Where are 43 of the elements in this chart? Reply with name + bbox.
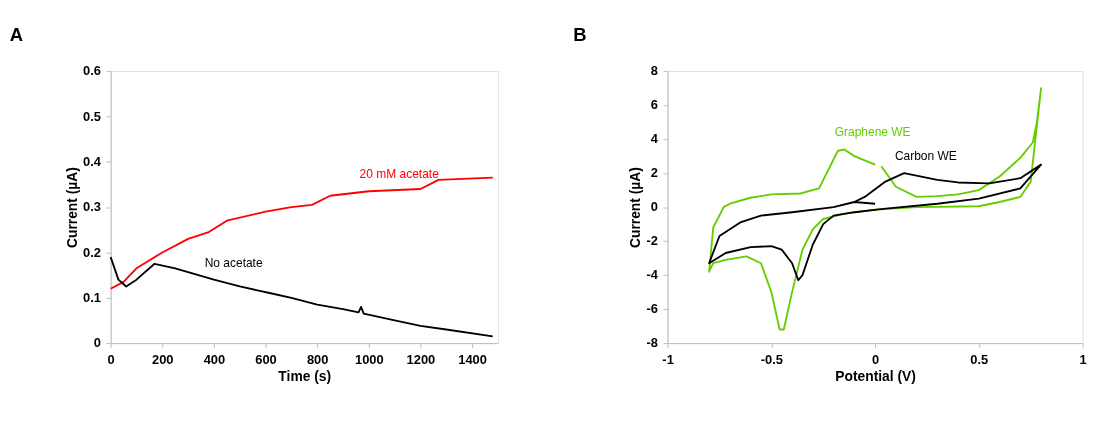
series-label: Graphene WE [834,125,911,140]
y-tick-label: -4 [646,267,659,283]
y-tick-label: 8 [650,63,658,79]
series-label: Carbon WE [894,149,957,164]
x-axis-title: Potential (V) [835,368,916,385]
y-tick-label: 2 [650,165,658,181]
series-label: No acetate [204,255,263,270]
x-tick-label: 1200 [406,351,436,367]
y-tick-label: 0 [650,199,658,215]
x-tick-label: 1400 [458,351,487,367]
y-tick-label: -6 [646,301,658,317]
x-tick-label: -0.5 [760,351,783,367]
y-tick-label: 0.4 [83,153,102,169]
chart-title: A [9,23,24,45]
x-tick-label: 1 [1079,351,1087,367]
y-tick-label: 0.5 [83,108,101,124]
line-series [708,87,1042,331]
x-tick-label: 800 [306,351,329,367]
y-tick-label: 0.2 [83,244,101,260]
y-tick-label: 4 [650,131,659,147]
line-series [109,256,494,338]
chart-title: B [573,23,587,45]
y-tick-label: 0.3 [83,199,101,215]
y-tick-label: 0 [93,335,101,351]
y-tick-label: 0.1 [83,289,101,305]
line-series [708,163,1042,282]
x-tick-label: 0.5 [970,351,989,367]
x-tick-label: 200 [151,351,174,367]
y-tick-label: -2 [646,233,658,249]
x-axis-title: Time (s) [278,368,332,385]
x-tick-label: 0 [871,351,880,367]
y-axis-title: Current (µA) [63,167,80,249]
y-axis-title: Current (µA) [626,167,643,249]
y-tick-label: -8 [646,335,658,351]
series-label: 20 mM acetate [359,167,440,182]
x-tick-label: 400 [203,351,226,367]
x-tick-label: 600 [255,351,277,367]
y-tick-label: 0.6 [83,63,101,79]
x-tick-label: -1 [662,351,674,367]
x-tick-label: 0 [107,351,115,367]
line-series [109,176,494,290]
x-tick-label: 1000 [354,351,384,367]
y-tick-label: 6 [650,97,658,113]
